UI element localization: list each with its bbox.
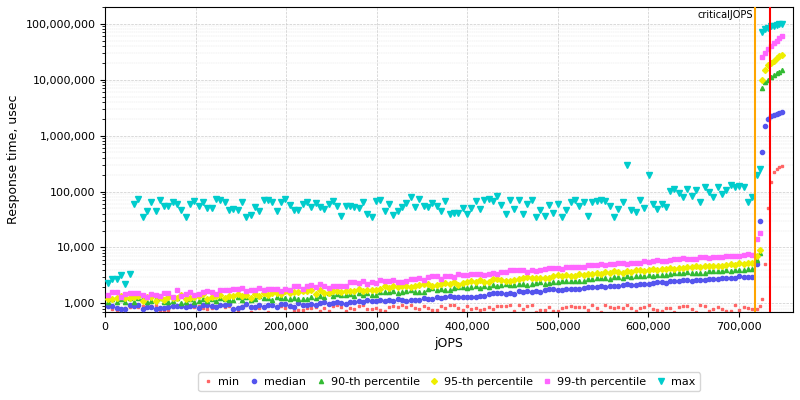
95-th percentile	[150, 298, 160, 303]
Line: 90-th percentile: 90-th percentile	[106, 68, 784, 305]
95-th percentile	[670, 266, 679, 271]
min	[778, 163, 787, 168]
Line: min: min	[106, 164, 783, 313]
max	[488, 198, 498, 203]
median	[246, 305, 255, 310]
max	[758, 30, 767, 35]
min	[302, 306, 312, 311]
99-th percentile	[246, 288, 255, 293]
median	[778, 110, 787, 115]
90-th percentile	[778, 68, 787, 72]
95-th percentile	[778, 52, 787, 57]
median	[103, 303, 113, 308]
max	[103, 281, 113, 286]
90-th percentile	[246, 298, 255, 302]
95-th percentile	[758, 77, 767, 82]
95-th percentile	[553, 273, 562, 278]
99-th percentile	[488, 271, 498, 276]
max	[246, 212, 255, 217]
99-th percentile	[670, 256, 679, 261]
min	[246, 309, 255, 314]
max	[302, 199, 312, 204]
90-th percentile	[302, 296, 312, 301]
90-th percentile	[488, 283, 498, 288]
median	[150, 307, 160, 312]
X-axis label: jOPS: jOPS	[434, 337, 463, 350]
95-th percentile	[488, 277, 498, 282]
median	[758, 150, 767, 155]
99-th percentile	[302, 284, 312, 288]
Line: max: max	[105, 21, 785, 287]
90-th percentile	[177, 300, 186, 305]
99-th percentile	[778, 34, 787, 38]
99-th percentile	[758, 55, 767, 60]
Line: 99-th percentile: 99-th percentile	[106, 34, 784, 299]
90-th percentile	[553, 280, 562, 285]
min	[488, 307, 498, 312]
95-th percentile	[302, 288, 312, 293]
90-th percentile	[670, 271, 679, 276]
99-th percentile	[553, 266, 562, 271]
Line: 95-th percentile: 95-th percentile	[106, 53, 784, 303]
max	[670, 187, 679, 192]
median	[553, 288, 562, 293]
median	[488, 291, 498, 296]
Text: criticalJOPS: criticalJOPS	[698, 10, 754, 20]
min	[155, 310, 165, 314]
min	[103, 303, 113, 308]
95-th percentile	[246, 295, 255, 300]
max	[778, 21, 787, 26]
Y-axis label: Response time, usec: Response time, usec	[7, 95, 20, 224]
95-th percentile	[103, 296, 113, 301]
99-th percentile	[103, 292, 113, 297]
min	[670, 309, 679, 314]
median	[302, 303, 312, 308]
median	[670, 279, 679, 284]
Legend: min, median, 90-th percentile, 95-th percentile, 99-th percentile, max: min, median, 90-th percentile, 95-th per…	[198, 372, 700, 391]
90-th percentile	[103, 299, 113, 304]
Line: median: median	[106, 110, 784, 312]
90-th percentile	[758, 86, 767, 91]
min	[553, 308, 562, 313]
max	[553, 202, 562, 207]
max	[121, 282, 130, 287]
99-th percentile	[116, 294, 126, 299]
min	[758, 296, 767, 301]
